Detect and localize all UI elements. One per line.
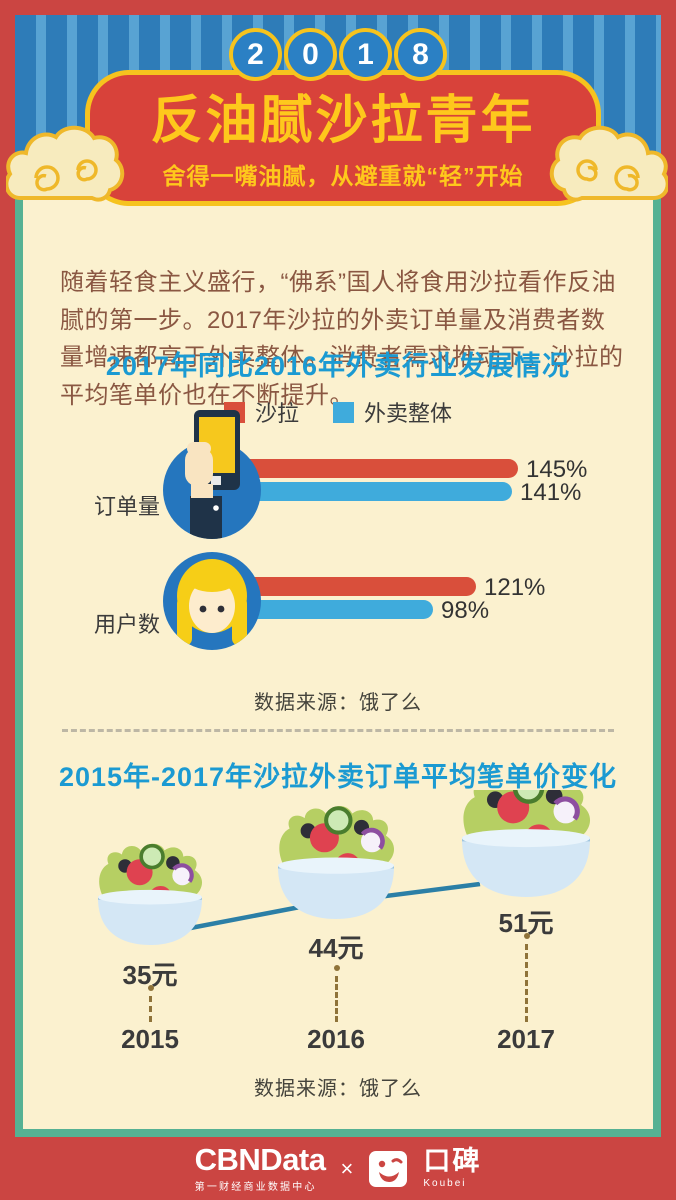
legend-swatch-blue <box>333 401 354 423</box>
koubei-wordmark: 口碑 <box>423 1146 482 1176</box>
dashed-connector <box>523 933 530 1022</box>
bar-value-label: 141% <box>520 479 582 506</box>
legend-label: 外卖整体 <box>364 401 453 426</box>
year-digit-badge: 8 <box>394 28 447 81</box>
legend-item-delivery-total: 外卖整体 <box>333 396 452 428</box>
cbndata-wordmark: CBNData <box>194 1142 326 1177</box>
cbndata-tagline: 第一财经商业数据中心 <box>194 1182 317 1193</box>
koubei-romanized: Koubei <box>423 1178 467 1189</box>
bar-salad-orders <box>212 459 518 478</box>
year-label-2015: 2015 <box>121 1024 179 1054</box>
section-divider <box>62 729 614 732</box>
cloud-icon <box>6 125 125 202</box>
row-label-orders: 订单量 <box>93 494 160 519</box>
price-label-2015: 35元 <box>122 960 178 990</box>
chart1-legend: 沙拉 外卖整体 <box>0 396 676 428</box>
bar-value-label: 121% <box>484 574 546 601</box>
row-label-users: 用户数 <box>93 612 160 637</box>
poster-title: 反油腻沙拉青年 <box>150 92 536 150</box>
year-digit-badge: 0 <box>284 28 337 81</box>
poster-subtitle: 舍得一嘴油腻，从避重就“轻”开始 <box>162 163 524 190</box>
year-label-2017: 2017 <box>497 1024 555 1054</box>
phone-in-hand-icon <box>163 410 261 539</box>
legend-label: 沙拉 <box>254 401 299 426</box>
female-user-icon <box>163 552 261 650</box>
year-digit-badge: 1 <box>339 28 392 81</box>
chart2-title: 2015年-2017年沙拉外卖订单平均笔单价变化 <box>58 762 618 792</box>
year-digit-badge: 2 <box>229 28 282 81</box>
bar-value-label: 145% <box>526 456 588 483</box>
salad-price-trend-chart <box>0 790 676 970</box>
cloud-icon <box>549 125 668 202</box>
content-panel <box>15 163 661 1137</box>
price-label-2016: 44元 <box>308 933 364 963</box>
koubei-smile-icon <box>369 1150 408 1187</box>
price-label-2017: 51元 <box>498 908 554 938</box>
multiply-separator: × <box>340 1155 354 1181</box>
koubei-logo-text: 口碑 Koubei <box>423 1146 482 1190</box>
bar-delivery-users <box>212 600 433 619</box>
bar-salad-users <box>212 577 476 596</box>
footer: CBNData 第一财经商业数据中心 × 口碑 Koubei <box>0 1137 676 1200</box>
cbndata-logo: CBNData 第一财经商业数据中心 <box>195 1144 326 1193</box>
chart2-source: 数据来源：饿了么 <box>254 1078 422 1100</box>
dashed-connector <box>333 965 340 1022</box>
bar-value-label: 98% <box>441 597 490 624</box>
chart1-title: 2017年同比2016年外卖行业发展情况 <box>105 351 571 381</box>
intro-paragraph: 随着轻食主义盛行，“佛系”国人将食用沙拉看作反油腻的第一步。2017年沙拉的外卖… <box>60 269 624 410</box>
year-badges: 2 0 1 8 <box>0 28 676 81</box>
title-banner: 反油腻沙拉青年 舍得一嘴油腻，从避重就“轻”开始 <box>85 70 601 206</box>
dashed-connector <box>147 985 154 1022</box>
chart1-source: 数据来源：饿了么 <box>254 692 422 714</box>
bar-delivery-orders <box>212 482 512 501</box>
year-label-2016: 2016 <box>307 1024 365 1054</box>
